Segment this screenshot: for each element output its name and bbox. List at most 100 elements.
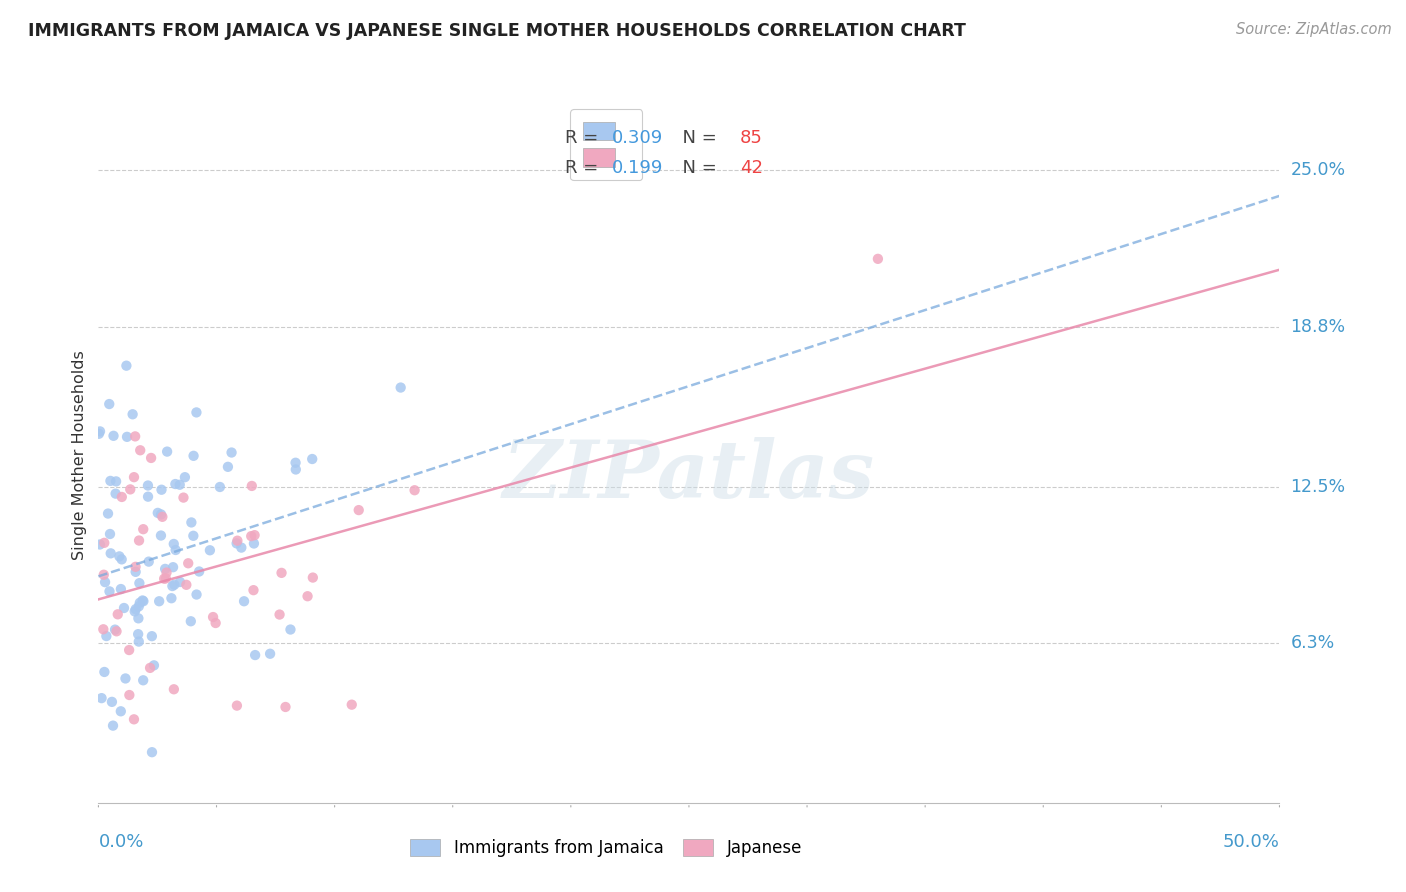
Point [180, 614, 202, 628]
Point [163, 682, 186, 697]
Point [132, 673, 155, 688]
Point [274, 700, 297, 714]
Point [124, 559, 146, 574]
Point [89, 537, 111, 551]
Point [100, 546, 122, 560]
Point [202, 610, 225, 624]
Point [139, 661, 162, 675]
Text: 18.8%: 18.8% [1291, 318, 1346, 336]
Point [105, 624, 128, 639]
Point [226, 698, 249, 713]
Point [165, 543, 187, 558]
Point [155, 571, 177, 585]
Point [259, 647, 281, 661]
Point [301, 571, 323, 585]
Point [204, 615, 226, 630]
Point [94, 575, 117, 590]
Point [131, 593, 153, 607]
Text: 12.5%: 12.5% [1291, 477, 1346, 496]
Point [101, 718, 124, 732]
Point [96, 629, 118, 643]
Point [111, 490, 134, 504]
Point [105, 475, 128, 489]
Point [186, 405, 208, 419]
Point [183, 529, 205, 543]
Point [97, 507, 120, 521]
Point [404, 483, 426, 498]
Point [100, 474, 122, 488]
Point [111, 552, 134, 566]
Text: 25.0%: 25.0% [1291, 161, 1346, 179]
Point [103, 429, 125, 443]
Point [138, 555, 160, 569]
Point [107, 607, 129, 622]
Point [176, 578, 198, 592]
Text: R =: R = [565, 160, 610, 178]
Y-axis label: Single Mother Households: Single Mother Households [72, 350, 87, 560]
Point [142, 658, 165, 673]
Point [150, 508, 173, 522]
Point [243, 536, 266, 550]
Point [198, 543, 221, 558]
Point [124, 565, 146, 579]
Point [127, 611, 149, 625]
Point [389, 380, 412, 394]
Point [128, 634, 150, 648]
Point [132, 594, 155, 608]
Point [186, 588, 208, 602]
Point [104, 486, 127, 500]
Point [162, 560, 184, 574]
Point [150, 509, 173, 524]
Point [163, 577, 186, 591]
Text: 42: 42 [740, 160, 762, 178]
Point [122, 470, 145, 484]
Point [347, 503, 370, 517]
Point [115, 359, 138, 373]
Text: ZIPatlas: ZIPatlas [503, 437, 875, 515]
Point [301, 452, 323, 467]
Point [155, 566, 177, 580]
Point [124, 429, 146, 443]
Point [120, 483, 142, 497]
Point [98, 527, 121, 541]
Point [118, 643, 141, 657]
Point [89, 425, 111, 439]
Point [110, 704, 132, 718]
Point [93, 567, 115, 582]
Point [128, 576, 150, 591]
Point [188, 565, 211, 579]
Point [231, 541, 253, 555]
Point [240, 529, 263, 543]
Point [150, 483, 173, 497]
Text: 85: 85 [740, 129, 762, 147]
Point [340, 698, 363, 712]
Point [153, 562, 176, 576]
Point [127, 627, 149, 641]
Point [93, 622, 115, 636]
Text: Source: ZipAtlas.com: Source: ZipAtlas.com [1236, 22, 1392, 37]
Point [112, 601, 135, 615]
Point [169, 477, 191, 491]
Text: 0.0%: 0.0% [98, 833, 143, 851]
Point [217, 459, 239, 474]
Point [98, 397, 121, 411]
Point [149, 528, 172, 542]
Point [118, 688, 141, 702]
Point [128, 533, 150, 548]
Point [172, 491, 194, 505]
Text: R =: R = [565, 129, 605, 147]
Point [284, 462, 307, 476]
Point [280, 623, 302, 637]
Point [115, 430, 138, 444]
Point [136, 478, 159, 492]
Point [242, 583, 264, 598]
Point [101, 695, 124, 709]
Point [121, 407, 143, 421]
Point [169, 574, 191, 589]
Point [221, 445, 243, 459]
Point [128, 596, 150, 610]
Point [225, 536, 247, 550]
Text: 0.199: 0.199 [612, 160, 664, 178]
Point [128, 599, 150, 614]
Point [122, 712, 145, 726]
